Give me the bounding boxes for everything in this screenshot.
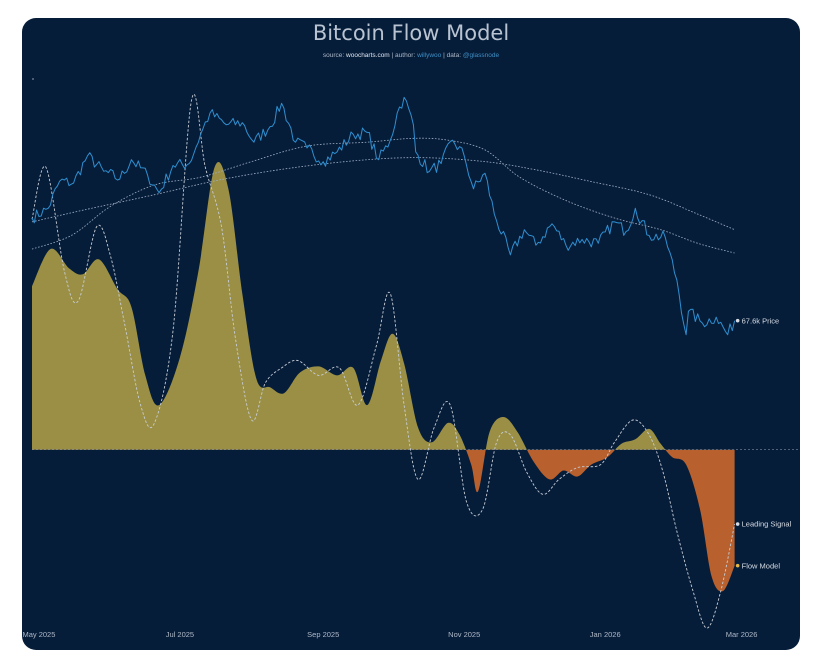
end-label-layer: 67.6k Price Leading Signal Flow Model (735, 316, 792, 570)
price-end-label: 67.6k Price (742, 316, 780, 325)
x-tick-label: May 2025 (22, 630, 55, 639)
flow-layer (32, 161, 735, 592)
subtitle-author-link[interactable]: willywoo (416, 52, 442, 59)
x-axis: May 2025 Jul 2025 Sep 2025 Nov 2025 Jan 2026… (22, 630, 757, 639)
leading-signal-line (31, 93, 736, 629)
x-tick-label: Mar 2026 (726, 630, 758, 639)
flow-model-end-label: Flow Model (742, 561, 781, 570)
subtitle-data-link[interactable]: @glassnode (463, 52, 500, 59)
chart-card: Bitcoin Flow Model source: woocharts.com… (22, 18, 800, 650)
leading-signal-end-dot (735, 522, 740, 526)
price-layer (31, 96, 736, 336)
flow-model-chart: Bitcoin Flow Model source: woocharts.com… (22, 21, 800, 639)
leading-signal-end-label: Leading Signal (742, 520, 792, 529)
subtitle-data-prefix: | data: (441, 52, 463, 59)
subtitle-source-prefix: source: (323, 52, 346, 59)
flow-model-area-negative (465, 449, 735, 592)
price-ma100-line (31, 137, 735, 254)
price-ma200-line (31, 157, 735, 231)
signal-layer (31, 93, 736, 629)
chart-title: Bitcoin Flow Model (313, 21, 509, 45)
subtitle-source[interactable]: woocharts.com (345, 52, 390, 59)
x-tick-label: Nov 2025 (448, 630, 480, 639)
price-line (31, 96, 736, 336)
x-tick-label: Jan 2026 (590, 630, 621, 639)
x-tick-label: Sep 2025 (307, 630, 339, 639)
flow-model-end-dot (735, 563, 740, 568)
price-end-dot (735, 318, 740, 323)
x-tick-label: Jul 2025 (166, 630, 194, 639)
moving-average-layer (31, 137, 735, 254)
corner-marker-dot (32, 78, 34, 80)
chart-subtitle: source: woocharts.com | author: willywoo… (323, 52, 500, 59)
flow-model-area-positive (32, 161, 735, 450)
subtitle-author-prefix: | author: (390, 52, 417, 59)
